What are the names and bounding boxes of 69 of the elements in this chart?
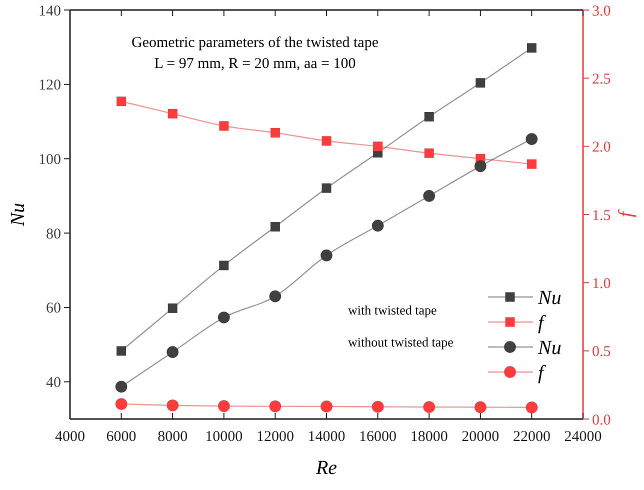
point xyxy=(115,380,128,393)
point xyxy=(219,260,229,270)
point xyxy=(424,148,434,158)
point xyxy=(219,121,229,131)
y2-tick-label: 0.0 xyxy=(592,412,611,428)
x-axis-title: Re xyxy=(314,457,338,479)
y-tick-label: 140 xyxy=(38,3,61,20)
annotation: Geometric parameters of the twisted tape xyxy=(132,35,379,51)
point xyxy=(168,108,178,118)
y-tick-label: 120 xyxy=(38,78,61,94)
point xyxy=(322,136,332,146)
point xyxy=(166,399,179,412)
point xyxy=(218,312,230,324)
point xyxy=(320,249,332,262)
x-tick-label: 4000 xyxy=(55,429,85,445)
annotation: with twisted tape xyxy=(348,302,438,318)
y-axis-title: Nu xyxy=(7,202,29,228)
y2-tick-label: 1.0 xyxy=(592,276,611,292)
y2-tick-label: 2.0 xyxy=(592,140,611,156)
x-tick-label: 12000 xyxy=(256,429,294,445)
x-tick-label: 6000 xyxy=(106,429,136,445)
point xyxy=(320,400,332,412)
legend-label: Nu xyxy=(537,287,562,309)
point xyxy=(116,96,126,106)
point xyxy=(474,160,486,172)
y2-tick-label: 2.5 xyxy=(592,71,611,88)
legend-label: f xyxy=(538,362,546,384)
x-tick-label: 8000 xyxy=(158,429,188,445)
legend-label: f xyxy=(538,312,546,334)
point xyxy=(372,220,384,232)
point xyxy=(116,346,126,356)
point xyxy=(476,78,486,88)
point xyxy=(423,401,436,413)
y2-axis-title: f xyxy=(615,209,637,218)
x-tick-label: 10000 xyxy=(205,429,243,445)
point xyxy=(526,402,538,414)
point xyxy=(269,290,282,302)
point xyxy=(474,401,486,414)
y-tick-label: 40 xyxy=(46,375,61,392)
point xyxy=(424,112,434,122)
annotation: L = 97 mm, R = 20 mm, aa = 100 xyxy=(154,56,356,72)
y-tick-label: 100 xyxy=(38,152,61,168)
y2-tick-label: 3.0 xyxy=(592,3,611,20)
point xyxy=(526,43,536,53)
legend-label: Nu xyxy=(537,337,562,359)
point xyxy=(115,398,128,410)
point xyxy=(218,400,230,412)
point xyxy=(372,400,384,413)
y-tick-label: 80 xyxy=(46,226,61,242)
point xyxy=(423,190,436,202)
point xyxy=(526,159,536,169)
x-tick-label: 20000 xyxy=(462,429,500,445)
point xyxy=(526,133,538,145)
y2-tick-label: 1.5 xyxy=(592,208,611,224)
point xyxy=(166,346,179,358)
y2-tick-label: 0.5 xyxy=(592,344,611,360)
x-tick-label: 22000 xyxy=(512,429,550,445)
point xyxy=(269,400,282,412)
annotation: without twisted tape xyxy=(348,334,454,350)
point xyxy=(270,222,280,232)
x-tick-label: 16000 xyxy=(359,429,397,445)
y-tick-label: 60 xyxy=(46,300,61,317)
x-tick-label: 18000 xyxy=(410,429,448,445)
x-tick-label: 24000 xyxy=(564,429,602,445)
x-tick-label: 14000 xyxy=(308,429,346,445)
point xyxy=(322,183,332,193)
point xyxy=(373,142,383,152)
point xyxy=(270,128,280,138)
point xyxy=(168,303,178,313)
